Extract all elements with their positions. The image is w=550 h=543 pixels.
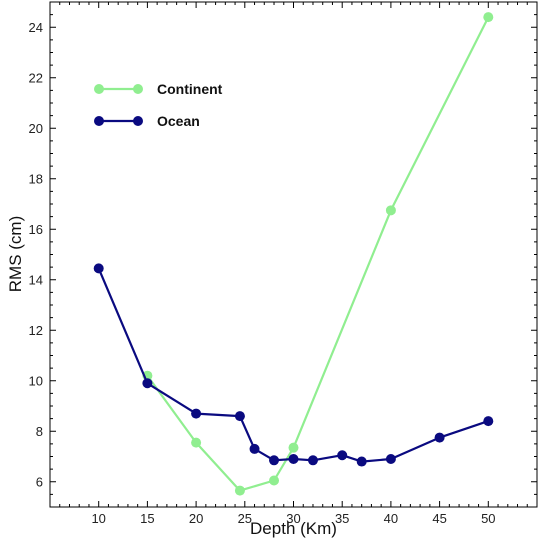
legend-marker xyxy=(133,116,143,126)
y-tick-label: 8 xyxy=(36,424,43,439)
x-tick-label: 15 xyxy=(140,511,154,526)
ocean-point xyxy=(288,454,299,465)
ocean-point xyxy=(269,455,280,466)
continent-point xyxy=(288,442,299,453)
y-tick-label: 12 xyxy=(29,323,43,338)
y-tick-label: 14 xyxy=(29,272,43,287)
x-tick-label: 25 xyxy=(238,511,252,526)
x-tick-label: 45 xyxy=(432,511,446,526)
series-layer xyxy=(93,12,494,496)
legend-label: Ocean xyxy=(157,113,200,129)
y-tick-label: 10 xyxy=(29,373,43,388)
y-tick-label: 16 xyxy=(29,222,43,237)
ocean-point xyxy=(234,411,245,422)
plot-frame xyxy=(49,1,538,508)
ocean-point xyxy=(434,432,445,443)
axis-ticks: 10 15 20 25 30 35 40 45 50 6 8 10 12 14 16 18 20 22 24 xyxy=(29,1,537,526)
ocean-point xyxy=(307,455,318,466)
continent-point xyxy=(191,437,202,448)
x-axis-title: Depth (Km) xyxy=(250,519,337,538)
ocean-point xyxy=(142,378,153,389)
continent-point xyxy=(385,205,396,216)
x-tick-label: 40 xyxy=(384,511,398,526)
y-tick-label: 20 xyxy=(29,121,43,136)
ocean-point xyxy=(483,416,494,427)
ocean-point xyxy=(249,443,260,454)
continent-point xyxy=(234,485,245,496)
legend-label: Continent xyxy=(157,81,223,97)
ocean-point xyxy=(385,454,396,465)
x-tick-label: 30 xyxy=(286,511,300,526)
ocean-line xyxy=(97,267,489,463)
continent-point xyxy=(483,12,494,23)
ocean-point xyxy=(191,408,202,419)
x-tick-label: 35 xyxy=(335,511,349,526)
y-axis-title: RMS (cm) xyxy=(6,216,25,292)
y-tick-label: 6 xyxy=(36,474,43,489)
x-tick-label: 10 xyxy=(91,511,105,526)
continent-point xyxy=(269,475,280,486)
ocean-point xyxy=(356,456,367,467)
y-tick-label: 22 xyxy=(29,70,43,85)
legend-entry-ocean: Ocean xyxy=(94,113,200,129)
legend: Continent Ocean xyxy=(94,81,223,129)
y-tick-label: 24 xyxy=(29,20,43,35)
legend-entry-continent: Continent xyxy=(94,81,223,97)
legend-marker xyxy=(94,84,104,94)
ocean-point xyxy=(337,450,348,461)
ocean-point xyxy=(93,263,104,274)
x-tick-label: 20 xyxy=(189,511,203,526)
y-tick-label: 18 xyxy=(29,171,43,186)
legend-marker xyxy=(94,116,104,126)
legend-marker xyxy=(133,84,143,94)
ocean-series xyxy=(93,263,494,467)
x-tick-label: 50 xyxy=(481,511,495,526)
